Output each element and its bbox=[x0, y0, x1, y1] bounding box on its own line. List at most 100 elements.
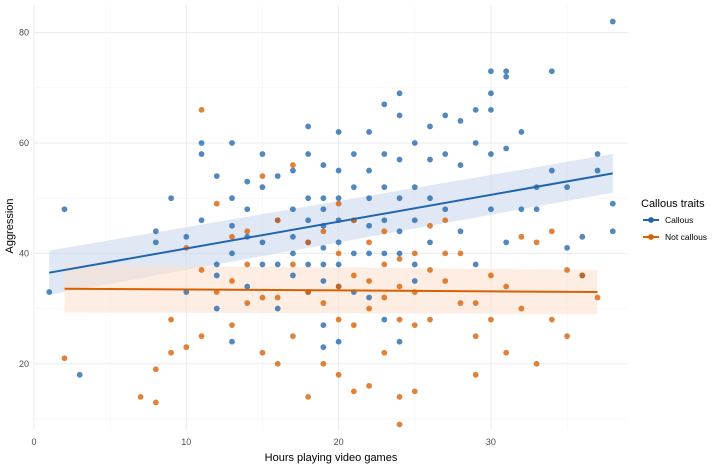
data-point-callous bbox=[335, 338, 342, 345]
data-point-callous bbox=[442, 206, 449, 213]
data-point-callous bbox=[244, 283, 251, 290]
data-point-callous bbox=[168, 195, 174, 202]
data-point-not-callous bbox=[137, 393, 144, 400]
data-point-not-callous bbox=[518, 305, 525, 312]
data-point-callous bbox=[320, 261, 327, 268]
data-point-not-callous bbox=[259, 349, 266, 356]
data-point-callous bbox=[46, 289, 53, 295]
x-tick-label: 20 bbox=[334, 437, 344, 447]
data-point-not-callous bbox=[366, 278, 372, 284]
data-point-not-callous bbox=[533, 239, 540, 246]
data-point-callous bbox=[518, 206, 525, 213]
data-point-callous bbox=[366, 195, 372, 202]
data-point-callous bbox=[229, 250, 235, 257]
data-point-callous bbox=[305, 217, 312, 224]
data-point-not-callous bbox=[472, 333, 479, 340]
data-point-not-callous bbox=[229, 322, 235, 329]
data-point-callous bbox=[411, 140, 418, 146]
data-point-callous bbox=[152, 239, 159, 246]
data-point-not-callous bbox=[411, 322, 418, 329]
data-point-not-callous bbox=[320, 300, 327, 306]
data-point-callous bbox=[533, 206, 540, 213]
data-point-not-callous bbox=[457, 300, 464, 306]
data-point-not-callous bbox=[564, 333, 570, 340]
data-point-callous bbox=[274, 305, 281, 312]
data-point-not-callous bbox=[335, 200, 342, 207]
data-point-not-callous bbox=[396, 421, 403, 428]
data-point-callous bbox=[548, 167, 555, 174]
data-point-not-callous bbox=[320, 228, 327, 235]
data-point-not-callous bbox=[183, 344, 190, 351]
data-point-not-callous bbox=[274, 294, 281, 301]
data-point-not-callous bbox=[244, 300, 251, 306]
data-point-not-callous bbox=[427, 316, 433, 323]
data-point-not-callous bbox=[548, 316, 555, 323]
data-point-callous bbox=[259, 151, 266, 157]
data-point-callous bbox=[381, 217, 388, 224]
data-point-not-callous bbox=[548, 228, 555, 235]
data-point-not-callous bbox=[152, 366, 159, 373]
data-point-not-callous bbox=[152, 399, 159, 406]
data-point-not-callous bbox=[411, 388, 418, 395]
data-point-callous bbox=[305, 123, 312, 130]
data-point-callous bbox=[366, 222, 372, 229]
data-point-callous bbox=[411, 261, 418, 268]
data-point-callous bbox=[290, 272, 296, 279]
data-point-not-callous bbox=[442, 250, 449, 257]
data-point-not-callous bbox=[396, 255, 403, 262]
data-point-callous bbox=[488, 151, 494, 157]
data-point-callous bbox=[61, 206, 68, 213]
data-point-callous bbox=[396, 250, 403, 257]
data-point-callous bbox=[457, 228, 464, 235]
data-point-callous bbox=[503, 145, 510, 152]
data-point-not-callous bbox=[229, 278, 235, 284]
data-point-not-callous bbox=[594, 294, 601, 301]
data-point-callous bbox=[335, 129, 342, 135]
data-point-not-callous bbox=[320, 360, 327, 367]
data-point-callous bbox=[198, 151, 205, 157]
data-point-callous bbox=[290, 206, 296, 213]
data-point-callous bbox=[183, 289, 190, 295]
data-point-callous bbox=[305, 261, 312, 268]
data-point-callous bbox=[76, 371, 83, 378]
data-point-callous bbox=[396, 195, 403, 202]
data-point-callous bbox=[609, 200, 616, 207]
data-point-not-callous bbox=[350, 272, 357, 279]
data-point-callous bbox=[411, 217, 418, 224]
data-point-callous bbox=[411, 278, 418, 284]
data-point-callous bbox=[411, 184, 418, 191]
data-point-not-callous bbox=[396, 316, 403, 323]
data-point-not-callous bbox=[229, 233, 235, 240]
data-point-not-callous bbox=[168, 349, 174, 356]
data-point-not-callous bbox=[366, 239, 372, 246]
legend-label-callous: Callous bbox=[665, 215, 693, 225]
data-point-not-callous bbox=[518, 233, 525, 240]
data-point-callous bbox=[457, 162, 464, 168]
axis-ticks: 0 10 20 30 20 40 60 80 bbox=[19, 28, 496, 447]
data-point-callous bbox=[244, 178, 251, 185]
data-point-callous bbox=[320, 278, 327, 284]
data-point-callous bbox=[320, 206, 327, 213]
data-point-callous bbox=[213, 261, 220, 268]
data-point-callous bbox=[213, 272, 220, 279]
data-points bbox=[46, 18, 616, 428]
data-point-callous bbox=[183, 233, 190, 240]
trend-line-not-callous bbox=[64, 287, 598, 294]
data-point-callous bbox=[381, 250, 388, 257]
data-point-callous bbox=[442, 112, 449, 119]
data-point-not-callous bbox=[396, 283, 403, 290]
data-point-callous bbox=[381, 151, 388, 157]
data-point-not-callous bbox=[488, 272, 494, 279]
legend: Callous traits Callous Not callous bbox=[641, 198, 707, 242]
trend-lines bbox=[49, 172, 613, 294]
data-point-callous bbox=[198, 140, 205, 146]
legend-key-point-not-callous bbox=[648, 234, 654, 240]
data-point-callous bbox=[366, 167, 372, 174]
data-point-not-callous bbox=[381, 349, 388, 356]
data-point-not-callous bbox=[366, 382, 372, 389]
data-point-not-callous bbox=[381, 228, 388, 235]
data-point-callous bbox=[259, 239, 266, 246]
data-point-callous bbox=[229, 140, 235, 146]
data-point-callous bbox=[320, 322, 327, 329]
data-point-callous bbox=[427, 195, 433, 202]
